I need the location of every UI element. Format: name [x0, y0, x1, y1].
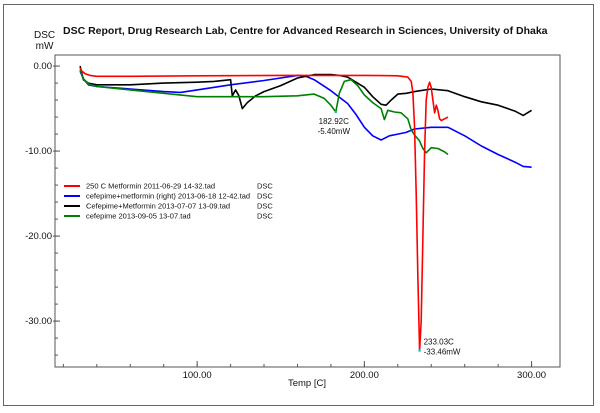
- report-frame: [3, 4, 594, 406]
- chart-title: DSC Report, Drug Research Lab, Centre fo…: [63, 25, 548, 37]
- annotation-label: -33.46mW: [424, 348, 461, 357]
- x-tick-label: 200.00: [350, 370, 379, 381]
- axis-ticks: 100.00 200.00 300.00 0.00 -10.00 -20.00 -30.00: [25, 61, 546, 381]
- series-lines: [79, 65, 533, 352]
- x-tick-label: 300.00: [517, 370, 546, 381]
- annotation-label: 233.03C: [424, 338, 454, 347]
- series-line-2: [79, 65, 533, 117]
- legend-unit: DSC: [257, 202, 273, 211]
- y-tick-label: -30.00: [25, 316, 52, 327]
- legend-unit: DSC: [257, 182, 273, 191]
- annotation-marker: [418, 349, 421, 352]
- legend-unit: DSC: [257, 192, 273, 201]
- legend-label: Cefepime+Metformin 2013-07-07 13-09.tad: [86, 202, 230, 211]
- series-line-3: [79, 69, 449, 156]
- series-line-1: [79, 70, 532, 168]
- y-tick-label: -10.00: [25, 146, 52, 157]
- plot-area: [54, 54, 561, 368]
- y-tick-label: -20.00: [25, 231, 52, 242]
- legend-label: 250 C Metformin 2011-06-29 14-32.tad: [86, 182, 215, 191]
- series-line-0: [79, 67, 449, 352]
- legend-label: cefepime 2013-09-05 13-07.tad: [86, 212, 191, 221]
- legend-label: cefepime+metformin (right) 2013-06-18 12…: [86, 192, 250, 201]
- legend-unit: DSC: [257, 212, 273, 221]
- annotation-label: -5.40mW: [318, 127, 351, 136]
- x-tick-label: 100.00: [183, 370, 212, 381]
- y-axis-label-line-2: mW: [35, 41, 54, 52]
- legend: 250 C Metformin 2011-06-29 14-32.tadcefe…: [64, 182, 273, 221]
- y-tick-label: 0.00: [34, 61, 53, 72]
- annotation-marker: [334, 110, 338, 114]
- y-axis-label: DSC mW: [34, 30, 55, 52]
- y-axis-label-line-1: DSC: [34, 30, 56, 41]
- x-axis-label: Temp [C]: [288, 378, 326, 389]
- annotation-label: 182.92C: [319, 117, 349, 126]
- annotations: 182.92C-5.40mW 233.03C-33.46mW: [318, 110, 461, 357]
